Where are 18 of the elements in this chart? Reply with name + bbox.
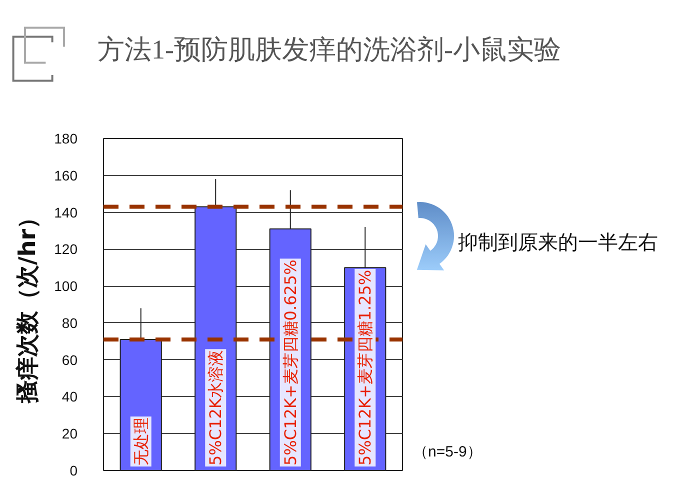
y-tick-label: 100 bbox=[54, 278, 78, 294]
x-tick-label: 5%C12K+麦芽四糖0.625% bbox=[280, 260, 300, 466]
y-tick-label: 120 bbox=[54, 241, 78, 258]
y-tick-label: 180 bbox=[54, 130, 78, 146]
y-tick-label: 160 bbox=[54, 167, 78, 184]
y-tick-label: 20 bbox=[62, 426, 78, 442]
text: （n=5-9） bbox=[413, 444, 482, 460]
text: 抑制到原来的一半左右 bbox=[458, 232, 658, 254]
chart-title: 方法1-预防肌肤发痒的洗浴剂-小鼠实验 bbox=[98, 34, 561, 64]
y-axis-title: 搔痒次数（次/hr） bbox=[15, 206, 42, 404]
x-tick-label: 5%C12K水溶液 bbox=[206, 350, 226, 466]
x-tick-label: 无处理 bbox=[131, 418, 150, 466]
y-tick-label: 0 bbox=[70, 462, 78, 478]
y-tick-label: 140 bbox=[54, 204, 78, 220]
y-tick-label: 60 bbox=[62, 352, 78, 368]
y-tick-label: 40 bbox=[62, 388, 78, 405]
x-tick-label: 5%C12K+麦芽四糖1.25% bbox=[356, 270, 375, 466]
y-tick-label: 80 bbox=[62, 314, 78, 331]
